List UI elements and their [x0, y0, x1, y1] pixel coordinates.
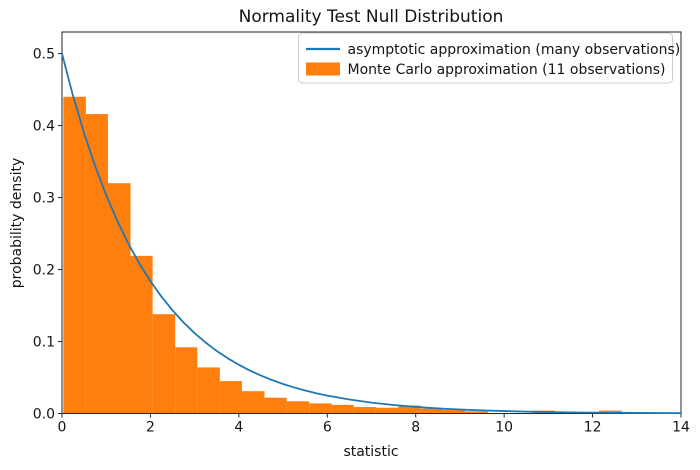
histogram-bar	[264, 397, 287, 414]
y-tick-label: 0.2	[33, 263, 55, 279]
legend: asymptotic approximation (many observati…	[298, 32, 681, 84]
x-tick-label: 4	[234, 420, 243, 436]
histogram-bar	[443, 409, 466, 414]
histogram-bar	[465, 411, 488, 414]
histogram-bar	[241, 391, 265, 414]
y-tick-label: 0.0	[33, 407, 55, 423]
histogram-bar	[197, 367, 220, 414]
x-tick-label: 10	[495, 420, 513, 436]
y-tick-label: 0.1	[33, 335, 55, 351]
histogram-bar	[331, 404, 354, 414]
x-tick-label: 12	[584, 420, 602, 436]
y-tick-label: 0.3	[33, 191, 55, 207]
histogram-bar	[152, 314, 176, 414]
histogram-bar	[309, 403, 332, 414]
histogram-bar	[420, 408, 444, 414]
legend-patch-swatch	[306, 62, 340, 76]
x-axis-label: statistic	[343, 444, 398, 460]
histogram-bar	[85, 114, 108, 414]
x-tick-label: 2	[146, 420, 155, 436]
histogram-bar	[286, 401, 310, 414]
y-axis-label: probability density	[9, 158, 25, 288]
y-tick-label: 0.4	[33, 119, 55, 135]
x-tick-label: 14	[672, 420, 690, 436]
chart-title: Normality Test Null Distribution	[239, 7, 504, 27]
histogram-bar	[375, 407, 399, 414]
x-tick-label: 6	[323, 420, 332, 436]
histogram-bar	[398, 405, 421, 414]
histogram-bar	[130, 255, 153, 414]
density-curve	[61, 53, 682, 415]
x-tick-label: 0	[58, 420, 67, 436]
histogram-bar	[107, 183, 131, 414]
axes: 0 2 4 6 8 10 12 14 0.0 0.1 0.2 0.3 0.4 0.5	[33, 31, 690, 436]
histogram-bar	[353, 407, 376, 414]
histogram-bar	[219, 381, 242, 414]
x-tick-label: 8	[411, 420, 420, 436]
histogram-bars	[63, 96, 622, 414]
plot-spines	[61, 31, 682, 414]
legend-item-asymptotic: asymptotic approximation (many observati…	[348, 42, 681, 58]
histogram-bar	[63, 96, 86, 414]
histogram-bar	[175, 347, 198, 414]
legend-item-montecarlo: Monte Carlo approximation (11 observatio…	[348, 62, 666, 78]
y-tick-label: 0.5	[33, 47, 55, 63]
legend-frame	[298, 32, 673, 84]
